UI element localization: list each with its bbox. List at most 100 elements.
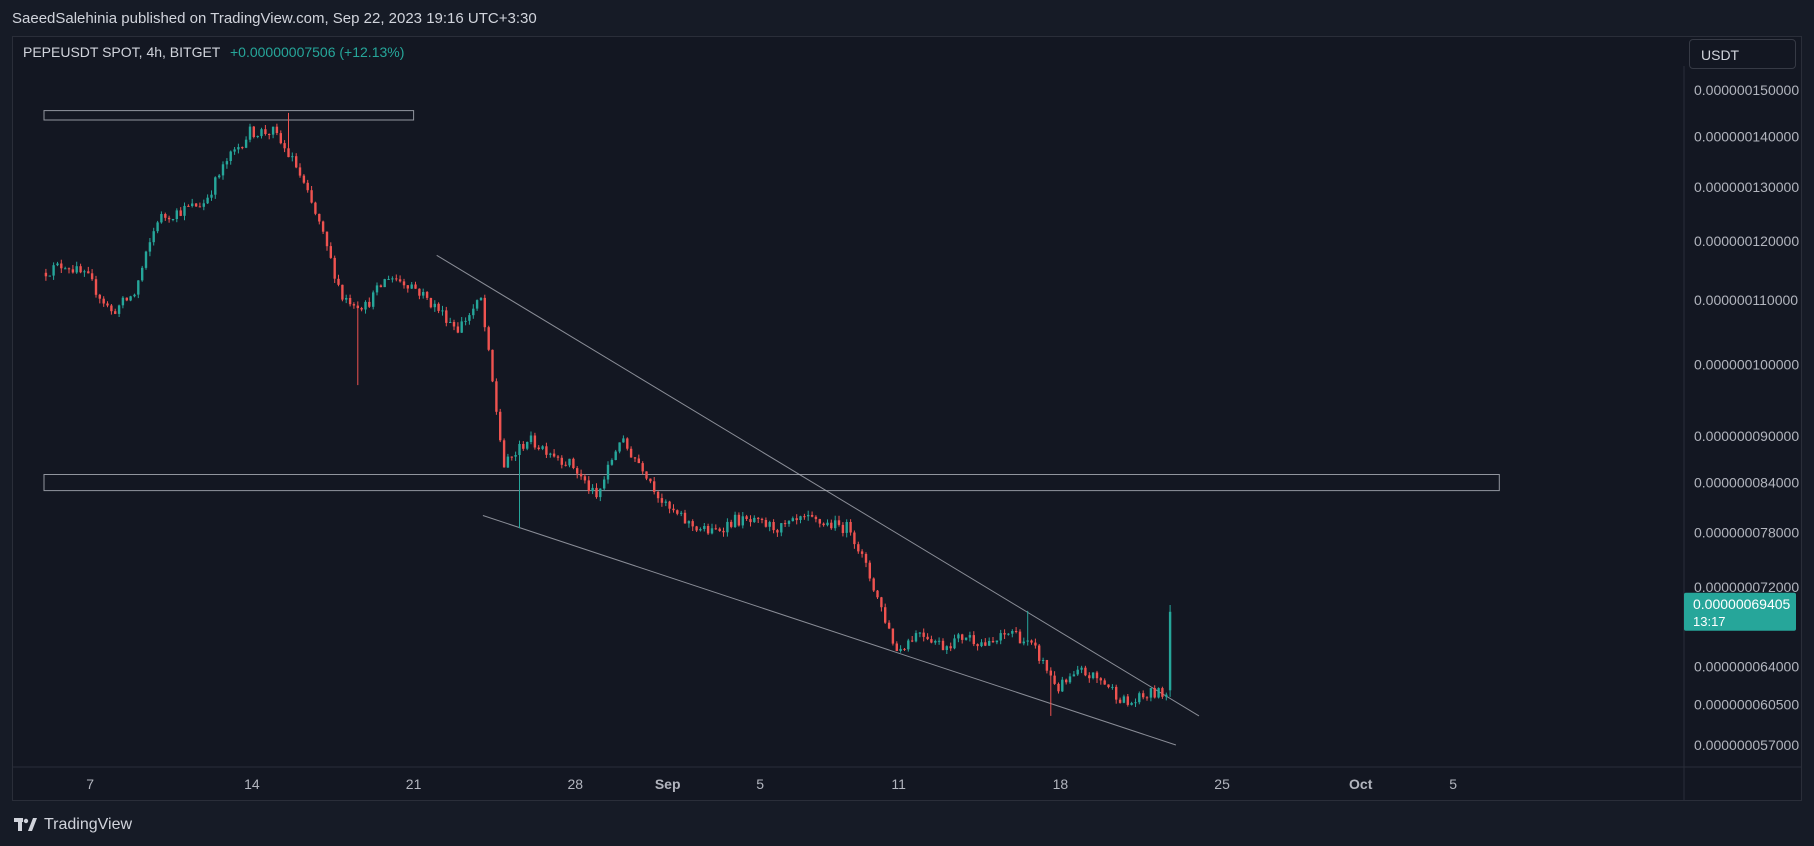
candle-body [479, 297, 483, 301]
candle-body [279, 133, 282, 144]
candle-body [591, 487, 594, 492]
candle-body [52, 265, 55, 276]
candle-body [229, 151, 232, 161]
candle-body [67, 268, 71, 270]
time-tick-label: 5 [1449, 776, 1457, 792]
candle-body [837, 520, 841, 525]
time-tick-label: Sep [655, 776, 681, 792]
candle-body [549, 453, 552, 455]
candle-body [291, 156, 294, 158]
candle-body [345, 298, 348, 300]
candle-body [283, 143, 286, 149]
candle-body [106, 303, 109, 306]
resistance-zone [43, 110, 415, 121]
price-tick-label: 0.000000140000 [1694, 129, 1799, 145]
price-change: +0.00000007506 (+12.13%) [230, 44, 405, 60]
candle-body [152, 231, 155, 243]
candle-body [753, 517, 756, 523]
candle-body [999, 633, 1002, 641]
candle-body [899, 648, 902, 651]
candle-body [799, 516, 802, 520]
candle-body [287, 148, 290, 158]
candle-body [260, 129, 263, 137]
time-axis[interactable]: 7 14 21 28 Sep 5 11 18 25 Oct 5 [86, 776, 1457, 792]
candle-body [156, 222, 159, 232]
candle-body [868, 562, 871, 579]
candles-layer [44, 112, 1172, 716]
candle-body [780, 523, 783, 533]
upper-trendline [436, 254, 1200, 717]
candle-body [1126, 696, 1129, 705]
candle-body [437, 303, 440, 311]
candle-body [1065, 679, 1068, 683]
candle-body [880, 597, 883, 608]
candle-body [183, 205, 186, 216]
candle-body [310, 190, 313, 203]
price-tick-label: 0.000000084000 [1694, 475, 1799, 491]
candle-body [741, 516, 744, 526]
candle-body [164, 214, 167, 218]
price-axis[interactable]: 0.000000150000 0.000000140000 0.0000001300… [1694, 82, 1799, 753]
candle-body [680, 512, 683, 514]
candle-body [325, 231, 329, 247]
candle-body [1018, 631, 1022, 644]
candle-body [56, 263, 59, 266]
candle-body [953, 638, 956, 649]
candle-body [576, 468, 579, 474]
candle-body [64, 268, 67, 270]
candle-body [90, 273, 94, 280]
footer-brand[interactable]: TradingView [14, 812, 132, 838]
candle-body [264, 129, 267, 134]
symbol-info[interactable]: PEPEUSDT SPOT, 4h, BITGET [23, 44, 221, 60]
currency-button[interactable]: USDT [1689, 39, 1796, 69]
candle-body [1165, 694, 1168, 697]
candle-body [1003, 633, 1006, 635]
candle-body [814, 516, 818, 520]
candle-body [1157, 688, 1160, 698]
candle-body [1057, 683, 1060, 692]
candle-body [1038, 645, 1041, 661]
candle-body [599, 488, 602, 498]
candle-body [410, 284, 413, 289]
published-header: SaeedSalehinia published on TradingView.… [12, 10, 537, 27]
candle-body [1088, 675, 1091, 679]
candle-body [121, 297, 125, 306]
price-tick-label: 0.000000150000 [1694, 82, 1799, 98]
candle-body [645, 471, 648, 479]
candle-body [522, 444, 525, 449]
candle-body [907, 640, 910, 650]
candle-body [834, 520, 837, 529]
candle-body [991, 641, 995, 643]
candle-body [676, 510, 679, 514]
candle-body [699, 529, 702, 531]
candle-body [768, 522, 771, 527]
candle-body [333, 257, 336, 279]
candle-body [298, 167, 302, 176]
candle-body [395, 278, 398, 280]
last-price-countdown: 13:17 [1693, 614, 1726, 629]
candle-body [545, 446, 548, 455]
candle-body [1084, 667, 1087, 676]
candle-body [144, 251, 148, 268]
candle-body [422, 292, 425, 296]
last-price-label: 0.00000069405 13:17 [1684, 592, 1796, 631]
time-tick-label: 7 [86, 776, 94, 792]
candle-body [1076, 669, 1079, 675]
candle-body [1130, 703, 1133, 705]
candle-body [633, 457, 637, 459]
candle-body [672, 508, 675, 511]
candle-body [791, 518, 794, 522]
candle-body [98, 294, 101, 299]
candle-body [668, 501, 671, 509]
candle-body [1138, 693, 1141, 703]
candle-body [167, 217, 171, 220]
price-tick-label: 0.000000064000 [1694, 659, 1799, 675]
candle-body [244, 139, 248, 148]
candle-body [583, 476, 587, 481]
price-tick-label: 0.000000100000 [1694, 357, 1799, 373]
candle-body [930, 639, 933, 643]
candle-body [984, 642, 987, 646]
candle-body [726, 521, 729, 533]
candle-body [541, 446, 544, 449]
